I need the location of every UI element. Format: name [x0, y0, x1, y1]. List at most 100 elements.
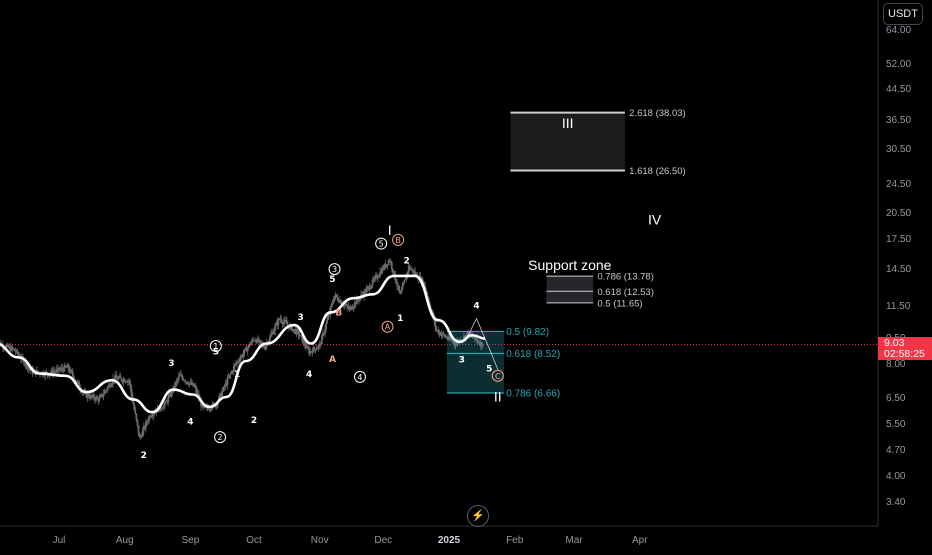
candle-body: [26, 363, 29, 369]
candle-body: [36, 370, 39, 373]
candle-body: [184, 380, 187, 382]
candle-body: [281, 322, 284, 324]
lightning-icon[interactable]: ⚡: [467, 505, 489, 527]
candle-body: [477, 342, 480, 344]
wave-label: III: [562, 115, 574, 131]
candle-body: [326, 319, 329, 324]
candle-body: [204, 406, 207, 408]
candle-body: [193, 386, 196, 388]
wave-label-circle: [375, 237, 388, 250]
candle-body: [149, 416, 152, 418]
candle-body: [245, 347, 248, 352]
candle-body: [143, 426, 146, 429]
candle-body: [406, 271, 409, 274]
candle-body: [378, 275, 380, 278]
candle-body: [309, 351, 312, 354]
candle-body: [179, 374, 182, 376]
candle-body: [140, 436, 143, 438]
candle-body: [462, 335, 465, 340]
candle-body: [358, 299, 360, 301]
candle-body: [123, 379, 126, 382]
candle-body: [404, 279, 407, 281]
candle-body: [467, 332, 469, 336]
candle-body: [352, 306, 355, 309]
candle-body: [383, 264, 386, 270]
fib-label: 1.618 (26.50): [629, 166, 686, 177]
fib-label: 0.786 (6.66): [506, 389, 560, 400]
candle-body: [392, 271, 395, 273]
candle-body: [263, 346, 266, 349]
candle-body: [111, 383, 113, 386]
candle-body: [450, 339, 453, 341]
candle-body: [70, 369, 73, 373]
candle-body: [76, 381, 78, 382]
candle-body: [331, 303, 334, 305]
candle-body: [294, 329, 297, 334]
candle-body: [319, 343, 322, 345]
candle-body: [387, 260, 390, 265]
candle-body: [50, 370, 53, 374]
candle-body: [97, 398, 100, 402]
candle-body: [9, 346, 12, 351]
wave-label: 3: [332, 265, 337, 274]
candle-body: [191, 383, 194, 385]
candle-body: [449, 336, 451, 340]
currency-button[interactable]: USDT: [883, 3, 923, 25]
candle-body: [436, 330, 439, 331]
candle-body: [136, 419, 139, 426]
candle-body: [100, 394, 103, 396]
candle-body: [296, 329, 299, 331]
candle-body: [274, 325, 277, 331]
candle-body: [264, 345, 267, 349]
candle-body: [399, 290, 402, 294]
candle-body: [51, 370, 54, 375]
candle-body: [273, 330, 276, 334]
candle-body: [250, 340, 253, 344]
candle-body: [369, 287, 372, 290]
candle-body: [443, 334, 446, 337]
candle-body: [302, 341, 305, 344]
candle-body: [8, 346, 11, 348]
candle-body: [176, 379, 179, 381]
candle-body: [95, 397, 97, 401]
candle-body: [150, 416, 153, 418]
candle-body: [317, 344, 320, 348]
candle-body: [169, 393, 172, 397]
candle-body: [447, 338, 449, 340]
candle-body: [361, 294, 363, 296]
candle-body: [308, 348, 311, 354]
candle-body: [174, 382, 177, 388]
candle-body: [388, 260, 391, 262]
candle-body: [452, 341, 455, 343]
candle-body: [186, 381, 189, 384]
wave-label: IV: [648, 211, 662, 227]
time-tick-label: 2025: [438, 535, 461, 546]
candle-body: [306, 346, 308, 348]
candle-body: [14, 350, 17, 353]
candle-body: [348, 308, 351, 310]
candle-body: [219, 393, 221, 396]
candle-body: [255, 340, 258, 343]
candle-body: [85, 392, 88, 398]
candle-body: [141, 430, 144, 437]
candle-body: [463, 335, 466, 339]
candle-body: [276, 322, 279, 326]
candle-body: [130, 385, 132, 393]
candle-body: [454, 343, 457, 346]
candle-body: [151, 415, 154, 417]
projection-arrow: [467, 317, 499, 370]
candle-body: [311, 351, 314, 353]
wave-label: 3: [459, 356, 465, 366]
price-tick-label: 4.70: [886, 445, 906, 456]
candle-body: [480, 342, 483, 347]
candle-body: [246, 347, 249, 352]
candle-body: [181, 374, 183, 378]
candle-body: [469, 331, 472, 335]
candle-body: [118, 376, 121, 378]
candle-body: [52, 371, 55, 375]
support-zone-box: [546, 276, 594, 303]
wave-label: A: [329, 355, 336, 365]
wave-label: 2: [251, 416, 257, 426]
